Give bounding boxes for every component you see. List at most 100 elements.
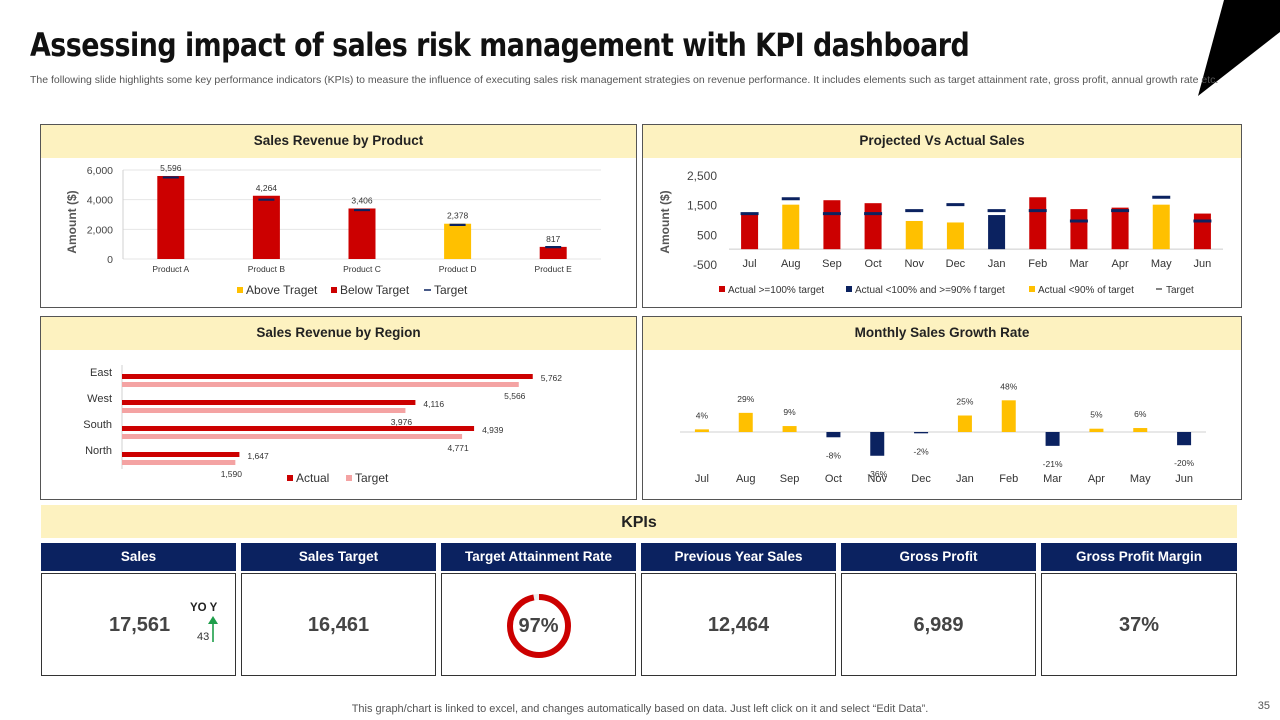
x-tick-label: Oct (865, 258, 882, 270)
bar (826, 432, 841, 438)
kpi-value-gross-profit: 6,989 (913, 614, 964, 636)
bar-actual (122, 452, 240, 457)
bar (741, 213, 759, 250)
legend-label: Actual >=100% target (728, 285, 824, 296)
data-label: -21% (1043, 459, 1063, 469)
kpi-value-sales-target: 16,461 (307, 614, 370, 636)
bar (914, 432, 929, 434)
chart-sales-by-product[interactable]: 0 2,000 4,000 6,000 Amount ($) 5,596 Product A… (41, 125, 636, 307)
legend-swatch-above (237, 287, 243, 293)
y-tick-label: East (90, 367, 112, 379)
y-tick-label: 2,000 (87, 224, 113, 236)
data-label: -8% (826, 450, 842, 460)
kpi-banner: KPIs (41, 505, 1237, 538)
up-arrow-icon (208, 616, 218, 642)
bar (252, 195, 280, 259)
page-title: Assessing impact of sales risk managemen… (30, 26, 970, 64)
x-tick-label: May (1130, 473, 1151, 485)
x-tick-label: Oct (825, 473, 842, 485)
x-tick-label: Dec (946, 258, 966, 270)
bar (157, 175, 185, 259)
bar (1089, 428, 1104, 432)
panel-title: Sales Revenue by Region (256, 325, 421, 340)
bar (1152, 204, 1170, 250)
data-label: -20% (1174, 458, 1194, 468)
y-tick-label: 0 (107, 254, 113, 266)
data-label: 6% (1134, 409, 1147, 419)
bar (1177, 432, 1192, 446)
data-label: 3,976 (391, 417, 413, 427)
bar-target (122, 434, 463, 439)
bar-actual (122, 426, 475, 431)
x-tick-label: Dec (911, 473, 931, 485)
bar (1045, 432, 1060, 446)
kpi-banner-label: KPIs (621, 514, 657, 531)
panel-sales-by-region: Sales Revenue by Region East 5,762 5,566 We… (40, 316, 637, 500)
x-tick-label: Jan (988, 258, 1006, 270)
bar (1070, 209, 1088, 250)
x-tick-label: Jun (1194, 258, 1212, 270)
y-tick-label: 500 (697, 228, 717, 242)
kpi-card-sales-target: 16,461 (241, 573, 436, 676)
x-tick-label: Apr (1088, 473, 1105, 485)
bar (988, 215, 1006, 250)
legend-swatch-target (346, 475, 352, 481)
data-label: 9% (783, 407, 796, 417)
legend-swatch (1029, 286, 1035, 292)
panel-header (41, 125, 636, 158)
chart-sales-by-region[interactable]: East 5,762 5,566 West 4,116 3,976 South 4,939 4,… (41, 317, 636, 499)
legend-label: Target (1166, 285, 1194, 296)
kpi-value-sales: 17,561 (109, 614, 171, 636)
kpi-header-gross-profit: Gross Profit (841, 543, 1036, 571)
y-tick-label: -500 (693, 258, 717, 272)
y-tick-label: 6,000 (87, 165, 113, 177)
kpi-header-sales: Sales (41, 543, 236, 571)
y-tick-label: South (83, 419, 112, 431)
legend-label: Actual <100% and >=90% f target (855, 285, 1005, 296)
yoy-label: YO Y (190, 602, 218, 614)
bar (738, 412, 753, 432)
data-label: 29% (737, 394, 754, 404)
data-label: 4,264 (256, 183, 278, 193)
y-tick-label: 2,500 (687, 169, 717, 183)
x-tick-label: Feb (1028, 258, 1047, 270)
data-label: 5,762 (541, 373, 563, 383)
data-label: 5,566 (504, 391, 526, 401)
data-label: 25% (956, 397, 973, 407)
bar (782, 426, 797, 432)
data-label: 817 (546, 234, 560, 244)
legend-label: Actual <90% of target (1038, 285, 1134, 296)
legend-swatch-below (331, 287, 337, 293)
kpi-header-gross-margin: Gross Profit Margin (1041, 543, 1237, 571)
yoy-value: 43 (197, 631, 210, 643)
panel-monthly-growth: Monthly Sales Growth Rate 4% Jul 29% Aug 9% S… (642, 316, 1242, 500)
data-label: -2% (914, 446, 930, 456)
x-tick-label: Apr (1112, 258, 1129, 270)
y-tick-label: North (85, 445, 112, 457)
bar (444, 223, 472, 259)
chart-monthly-growth[interactable]: 4% Jul 29% Aug 9% Sep -8% Oct -36%Nov -2% Dec 25% Ja… (643, 317, 1241, 499)
x-tick-label: Product B (248, 264, 286, 274)
bar (905, 220, 923, 250)
x-tick-label: Feb (999, 473, 1018, 485)
legend-label: Target (434, 283, 468, 297)
x-tick-label: Nov (867, 473, 887, 485)
x-tick-label: Jan (956, 473, 974, 485)
bar (694, 429, 709, 432)
data-label: 4% (696, 410, 709, 420)
data-label: 3,406 (351, 195, 373, 205)
y-tick-label: 4,000 (87, 195, 113, 207)
kpi-header-sales-target: Sales Target (241, 543, 436, 571)
x-tick-label: Aug (736, 473, 756, 485)
bar (782, 204, 800, 250)
kpi-header-attainment: Target Attainment Rate (441, 543, 636, 571)
x-tick-label: Sep (822, 258, 842, 270)
kpi-card-gross-margin: 37% (1041, 573, 1237, 676)
bar (539, 246, 567, 259)
kpi-card-sales: 17,561 YO Y 43 (41, 573, 236, 676)
x-tick-label: Product E (535, 264, 573, 274)
data-label: 1,590 (221, 469, 243, 479)
chart-projected-vs-actual[interactable]: -500 500 1,500 2,500 Amount ($) Jul Aug Sep Oct N… (643, 125, 1241, 307)
panel-title: Sales Revenue by Product (253, 133, 424, 148)
kpi-card-prev-year: 12,464 (641, 573, 836, 676)
